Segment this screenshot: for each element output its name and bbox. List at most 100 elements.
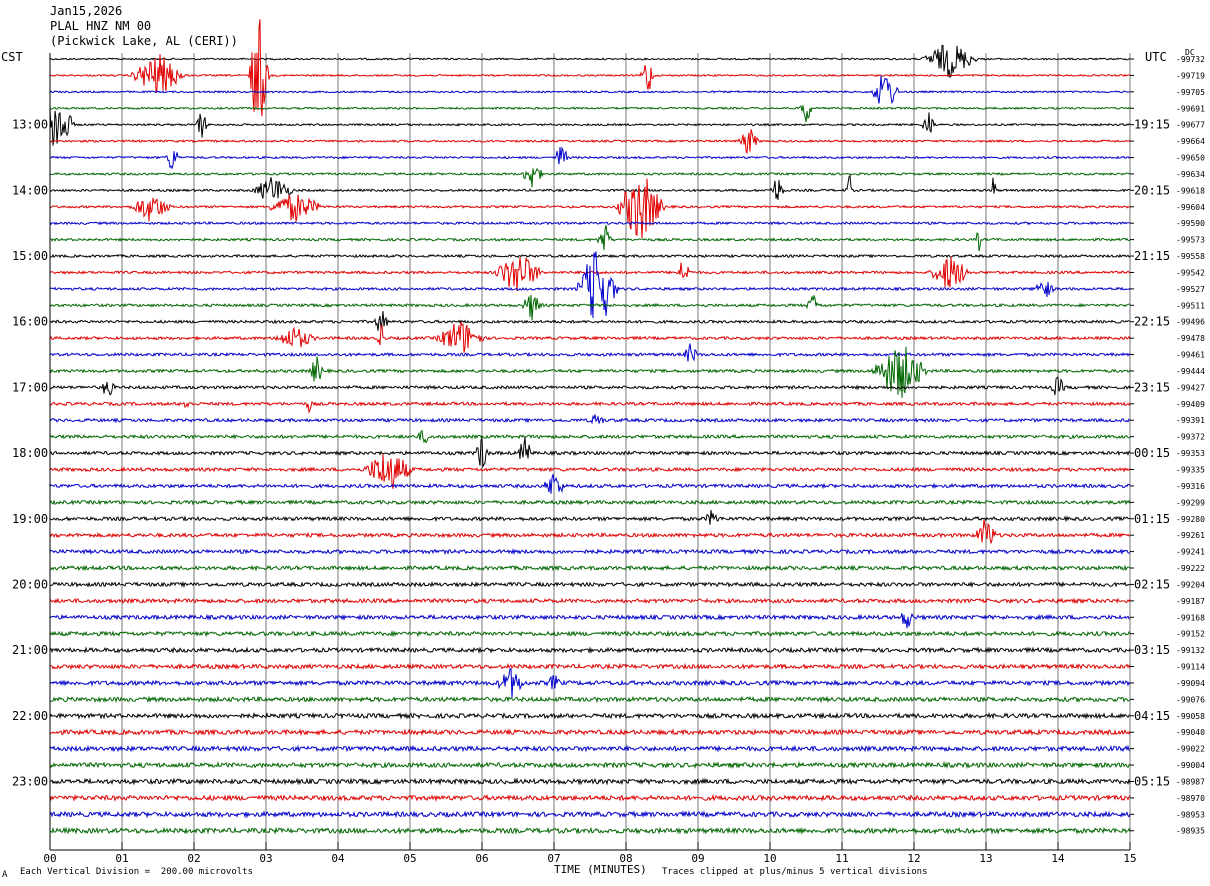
seismic-trace (49, 414, 1131, 425)
seismic-trace (49, 499, 1131, 506)
right-hour-label: 22:15 (1134, 315, 1170, 329)
seismic-trace (49, 695, 1131, 704)
dc-offset-label: -99222 (1176, 564, 1205, 573)
seismic-trace (49, 662, 1131, 671)
x-tick-label: 02 (187, 852, 200, 865)
dc-offset-label: -98935 (1176, 827, 1205, 836)
seismic-trace (49, 321, 1131, 353)
right-hour-label: 20:15 (1134, 183, 1170, 197)
dc-offset-label: -99511 (1176, 301, 1205, 310)
seismic-trace (49, 581, 1131, 589)
left-timezone: CST (1, 50, 23, 64)
seismic-trace (49, 294, 1131, 321)
seismic-trace (49, 519, 1131, 544)
station-location: (Pickwick Lake, AL (CERI)) (50, 34, 238, 48)
dc-offset-label: -99461 (1176, 351, 1205, 360)
dc-offset-label: -99040 (1176, 728, 1205, 737)
right-hour-label: 21:15 (1134, 249, 1170, 263)
dc-offset-label: -99719 (1176, 71, 1205, 80)
seismic-trace (49, 251, 1131, 319)
seismic-trace (49, 346, 1131, 398)
dc-offset-label: -99590 (1176, 219, 1205, 228)
left-hour-label: 19:00 (12, 512, 48, 526)
seismic-trace (49, 436, 1131, 469)
x-tick-label: 04 (331, 852, 345, 865)
dc-offset-label: -99114 (1176, 663, 1205, 672)
dc-offset-label: -99409 (1176, 400, 1205, 409)
right-hour-label: 23:15 (1134, 380, 1170, 394)
left-hour-label: 13:00 (12, 118, 48, 132)
seismic-trace (49, 629, 1131, 638)
seismic-trace (49, 744, 1131, 753)
right-hour-label: 05:15 (1134, 774, 1170, 788)
right-hour-label: 01:15 (1134, 512, 1170, 526)
left-hour-label: 21:00 (12, 643, 48, 657)
x-tick-label: 00 (43, 852, 56, 865)
right-hour-label: 19:15 (1134, 118, 1170, 132)
right-hour-label: 03:15 (1134, 643, 1170, 657)
dc-offset-label: -99261 (1176, 531, 1205, 540)
left-hour-label: 14:00 (12, 183, 48, 197)
dc-header: DC (1185, 48, 1195, 57)
seismic-trace (49, 453, 1131, 489)
station-code: PLAL HNZ NM 00 (50, 19, 152, 33)
dc-offset-label: -99618 (1176, 186, 1205, 195)
footer-mark: A (2, 870, 8, 880)
x-tick-label: 01 (115, 852, 128, 865)
seismic-trace (49, 311, 1131, 331)
x-tick-label: 11 (835, 852, 848, 865)
seismic-trace (49, 429, 1131, 444)
dc-offset-label: -99478 (1176, 334, 1205, 343)
scale-note: Each Vertical Division = 200.00 microvol… (20, 867, 253, 877)
dc-offset-label: -99691 (1176, 104, 1205, 113)
dc-offset-label: -99705 (1176, 88, 1205, 97)
dc-offset-label: -99132 (1176, 646, 1205, 655)
seismic-trace (49, 646, 1131, 654)
seismic-trace (49, 612, 1131, 629)
x-tick-label: 14 (1051, 852, 1065, 865)
dc-offset-label: -99542 (1176, 268, 1205, 277)
dc-offset-label: -99353 (1176, 449, 1205, 458)
dc-offset-label: -99527 (1176, 285, 1205, 294)
dc-offset-label: -99152 (1176, 630, 1205, 639)
dc-offset-label: -99634 (1176, 170, 1205, 179)
dc-offset-label: -99241 (1176, 548, 1205, 557)
seismic-trace (49, 343, 1131, 362)
seismic-trace (49, 105, 1131, 123)
dc-offset-label: -99372 (1176, 433, 1205, 442)
clip-note: Traces clipped at plus/minus 5 vertical … (662, 867, 928, 877)
dc-offset-label: -98970 (1176, 794, 1205, 803)
x-tick-label: 12 (907, 852, 920, 865)
x-tick-label: 09 (691, 852, 704, 865)
x-tick-label: 15 (1123, 852, 1136, 865)
dc-offset-label: -99168 (1176, 613, 1205, 622)
seismic-trace (49, 221, 1131, 226)
left-hour-label: 22:00 (12, 709, 48, 723)
seismic-trace (49, 167, 1131, 188)
left-hour-label: 17:00 (12, 380, 48, 394)
seismic-trace (49, 810, 1131, 819)
x-tick-label: 10 (763, 852, 776, 865)
dc-offset-label: -99004 (1176, 761, 1205, 770)
dc-offset-label: -99076 (1176, 695, 1205, 704)
seismic-trace (49, 761, 1131, 770)
dc-offset-label: -99204 (1176, 580, 1205, 589)
dc-offset-label: -99427 (1176, 383, 1205, 392)
left-hour-label: 15:00 (12, 249, 48, 263)
seismic-trace (49, 174, 1130, 200)
dc-offset-label: -99022 (1176, 745, 1205, 754)
seismic-trace (49, 253, 1131, 259)
seismic-trace (49, 129, 1131, 154)
x-tick-label: 13 (979, 852, 992, 865)
dc-offset-label: -99573 (1176, 236, 1205, 245)
dc-offset-label: -99058 (1176, 712, 1205, 721)
right-timezone: UTC (1145, 50, 1167, 64)
left-hour-label: 18:00 (12, 446, 48, 460)
seismic-trace (49, 178, 1131, 239)
x-tick-label: 05 (403, 852, 416, 865)
plot-date: Jan15,2026 (50, 4, 123, 18)
seismic-trace (49, 509, 1131, 525)
dc-offset-label: -99677 (1176, 121, 1205, 130)
seismic-trace (49, 548, 1130, 556)
seismic-trace (49, 474, 1131, 494)
